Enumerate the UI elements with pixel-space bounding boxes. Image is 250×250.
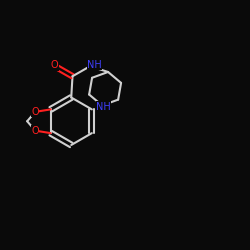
Text: O: O (31, 107, 39, 117)
Text: O: O (51, 60, 58, 70)
Text: NH: NH (96, 102, 111, 112)
Text: O: O (31, 126, 39, 136)
Text: NH: NH (87, 60, 102, 70)
